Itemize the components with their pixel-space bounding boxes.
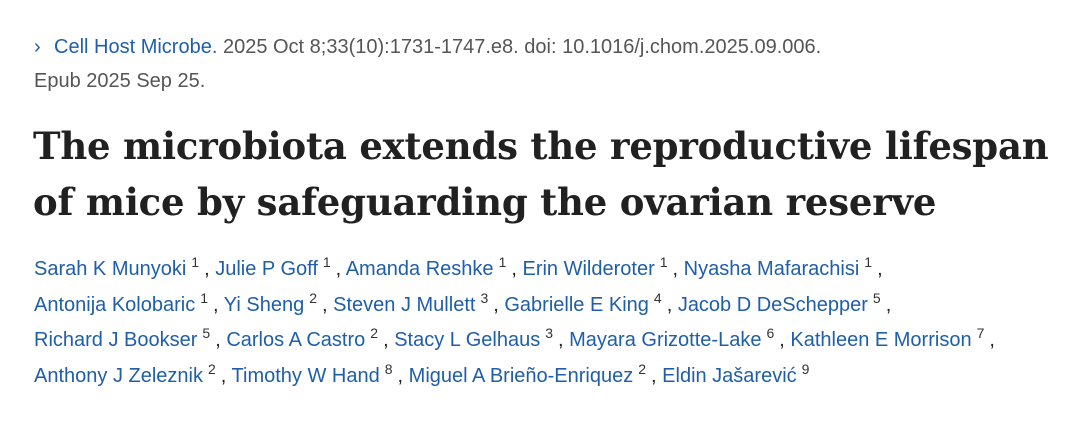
chevron-right-icon[interactable]: › — [34, 36, 41, 58]
author-name-link[interactable]: Sarah K Munyoki — [34, 258, 187, 280]
author-separator: , — [651, 364, 657, 387]
affiliation-link[interactable]: 1 — [322, 254, 331, 270]
author-separator: , — [383, 329, 389, 351]
author-name-link[interactable]: Mayara Grizotte-Lake — [569, 329, 762, 351]
author-item: Stacy L Gelhaus 3, — [394, 325, 564, 351]
author-separator: , — [558, 329, 564, 351]
author-item: Eldin Jašarević 9 — [662, 360, 814, 387]
affiliation-link[interactable]: 2 — [309, 289, 318, 306]
citation-details: 2025 Oct 8;33(10):1731-1747.e8. doi: 10.… — [217, 36, 822, 58]
article-title: The microbiota extends the reproductive … — [33, 124, 1049, 224]
author-item: Jacob D DeSchepper 5, — [677, 289, 892, 316]
affiliation-link[interactable]: 2 — [207, 360, 216, 377]
author-name-link[interactable]: Eldin Jašarević — [662, 364, 797, 387]
author-separator: , — [672, 258, 679, 280]
citation-block: › Cell Host Microbe. 2025 Oct 8;33(10):17… — [34, 30, 1054, 98]
affiliation-link[interactable]: 1 — [191, 254, 200, 270]
affiliation-link[interactable]: 7 — [976, 325, 985, 341]
author-separator: , — [877, 258, 883, 280]
author-item: Kathleen E Morrison 7, — [790, 325, 995, 351]
author-separator: , — [493, 293, 499, 316]
affiliation-link[interactable]: 1 — [200, 289, 209, 306]
affiliation-link[interactable]: 4 — [653, 289, 662, 306]
authors-list: Sarah K Munyoki 1, Julie P Goff 1, Amanda … — [34, 252, 1064, 394]
author-separator: , — [335, 258, 342, 280]
author-name-link[interactable]: Amanda Reshke — [345, 258, 494, 280]
author-item: Amanda Reshke 1, — [345, 254, 517, 280]
author-item: Julie P Goff 1, — [215, 254, 342, 280]
author-item: Steven J Mullett 3, — [333, 289, 499, 316]
author-separator: , — [220, 364, 227, 387]
author-separator: , — [885, 293, 892, 316]
author-separator: , — [213, 293, 219, 316]
author-separator: , — [204, 258, 210, 280]
affiliation-link[interactable]: 8 — [384, 360, 393, 377]
author-name-link[interactable]: Erin Wilderoter — [522, 258, 655, 280]
author-item: Miguel A Brieño-Enriquez 2, — [408, 360, 657, 387]
author-separator: , — [322, 293, 328, 316]
author-name-link[interactable]: Antonija Kolobaric — [34, 293, 196, 316]
author-item: Gabrielle E King 4, — [504, 289, 673, 316]
affiliation-link[interactable]: 3 — [480, 289, 489, 306]
affiliation-link[interactable]: 5 — [202, 325, 211, 341]
author-name-link[interactable]: Steven J Mullett — [333, 293, 476, 316]
author-item: Sarah K Munyoki 1, — [34, 254, 210, 280]
author-name-link[interactable]: Timothy W Hand — [231, 364, 380, 387]
author-item: Richard J Bookser 5, — [34, 325, 221, 351]
author-item: Erin Wilderoter 1, — [522, 254, 679, 280]
affiliation-link[interactable]: 6 — [766, 325, 775, 341]
author-item: Anthony J Zeleznik 2, — [34, 360, 227, 387]
affiliation-link[interactable]: 5 — [872, 289, 881, 306]
affiliation-link[interactable]: 1 — [659, 254, 668, 270]
affiliation-link[interactable]: 9 — [801, 360, 810, 377]
author-name-link[interactable]: Yi Sheng — [223, 293, 305, 316]
author-separator: , — [666, 293, 673, 316]
epub-date: Epub 2025 Sep 25. — [34, 70, 206, 92]
author-separator: , — [989, 329, 995, 351]
author-item: Nyasha Mafarachisi 1, — [683, 254, 883, 280]
author-name-link[interactable]: Richard J Bookser — [34, 329, 198, 351]
author-name-link[interactable]: Jacob D DeSchepper — [677, 293, 868, 316]
journal-link[interactable]: Cell Host Microbe. — [54, 36, 218, 58]
citation-line: › Cell Host Microbe. 2025 Oct 8;33(10):17… — [34, 30, 1054, 64]
author-name-link[interactable]: Miguel A Brieño-Enriquez — [408, 364, 634, 387]
author-name-link[interactable]: Kathleen E Morrison — [790, 329, 972, 351]
affiliation-link[interactable]: 2 — [370, 325, 379, 341]
author-separator: , — [397, 364, 404, 387]
author-name-link[interactable]: Julie P Goff — [215, 258, 318, 280]
author-name-link[interactable]: Nyasha Mafarachisi — [683, 258, 860, 280]
author-item: Timothy W Hand 8, — [231, 360, 404, 387]
affiliation-link[interactable]: 3 — [545, 325, 554, 341]
author-name-link[interactable]: Stacy L Gelhaus — [394, 329, 541, 351]
author-separator: , — [511, 258, 517, 280]
author-name-link[interactable]: Gabrielle E King — [504, 293, 649, 316]
affiliation-link[interactable]: 1 — [498, 254, 507, 270]
author-name-link[interactable]: Carlos A Castro — [226, 329, 366, 351]
author-item: Yi Sheng 2, — [223, 289, 328, 316]
author-item: Antonija Kolobaric 1, — [34, 289, 219, 316]
author-item: Mayara Grizotte-Lake 6, — [569, 325, 785, 351]
author-separator: , — [779, 329, 785, 351]
affiliation-link[interactable]: 1 — [864, 254, 873, 270]
affiliation-link[interactable]: 2 — [638, 360, 647, 377]
author-item: Carlos A Castro 2, — [226, 325, 389, 351]
author-separator: , — [215, 329, 221, 351]
author-name-link[interactable]: Anthony J Zeleznik — [34, 364, 203, 387]
